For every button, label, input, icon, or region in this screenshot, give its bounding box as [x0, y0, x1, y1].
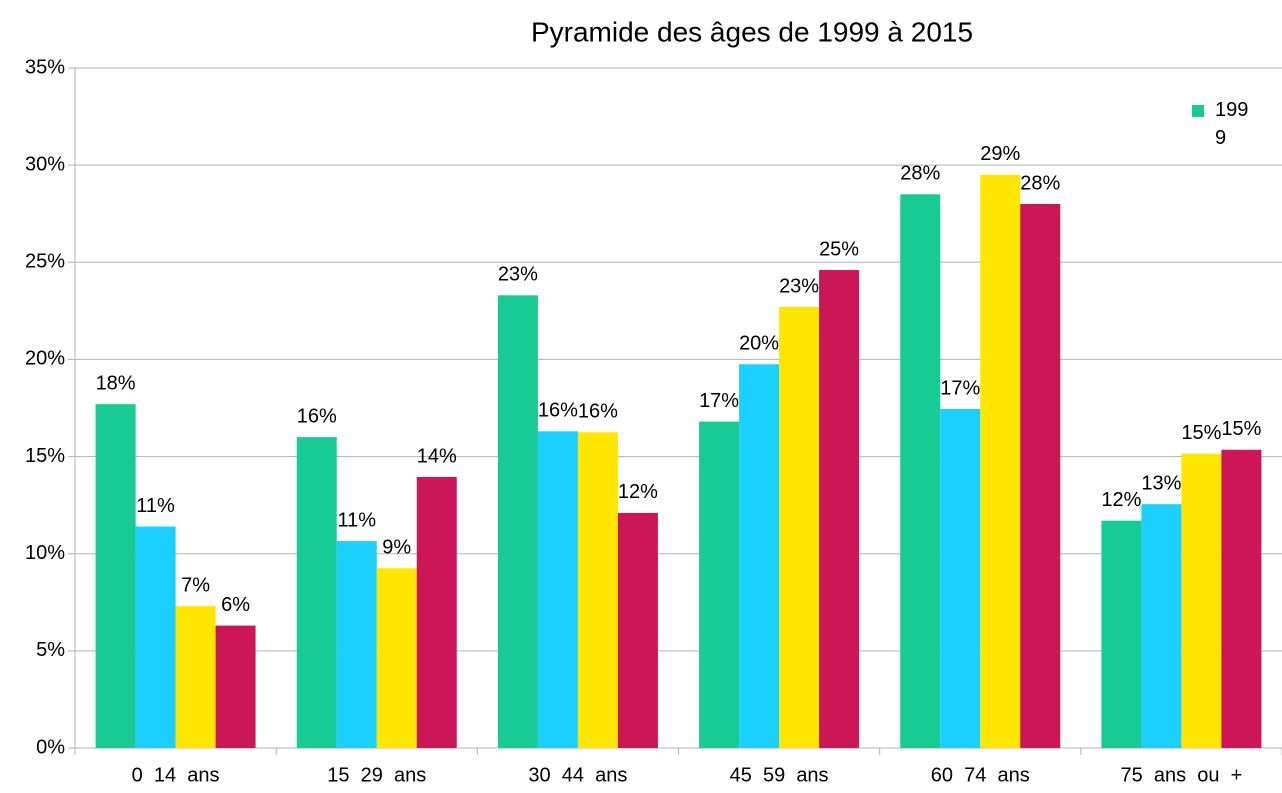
- bar: [497, 295, 538, 748]
- bar: [376, 568, 417, 748]
- bar: [577, 432, 618, 748]
- data-label: 15%: [1181, 422, 1221, 444]
- data-label: 23%: [779, 275, 819, 297]
- data-label: 15%: [1221, 418, 1261, 440]
- x-tick-label: 45 59 ans: [730, 764, 829, 786]
- y-tick-label: 0%: [36, 736, 65, 758]
- legend-swatch: [1192, 105, 1204, 117]
- bar: [1221, 449, 1262, 748]
- y-tick-label: 30%: [25, 153, 65, 175]
- bar: [940, 408, 981, 748]
- data-label: 18%: [96, 372, 136, 394]
- bar: [739, 364, 780, 748]
- bar: [819, 270, 860, 748]
- data-label: 25%: [819, 238, 859, 260]
- bar: [1020, 204, 1061, 748]
- y-tick-label: 5%: [36, 639, 65, 661]
- bar: [215, 625, 256, 748]
- legend-label: 1999: [1215, 99, 1249, 149]
- y-tick-label: 10%: [25, 542, 65, 564]
- data-label: 20%: [739, 333, 779, 355]
- data-label: 9%: [382, 537, 411, 559]
- x-tick-label: 75 ans ou +: [1121, 764, 1243, 786]
- bar: [95, 404, 136, 748]
- bar: [1181, 453, 1222, 748]
- legend-entry: 1999: [1215, 99, 1249, 149]
- bar: [336, 541, 377, 748]
- y-tick-label: 25%: [25, 251, 65, 273]
- data-label: 29%: [980, 143, 1020, 165]
- chart-title: Pyramide des âges de 1999 à 2015: [531, 16, 973, 47]
- y-tick-label: 35%: [25, 56, 65, 78]
- y-tick-label: 20%: [25, 348, 65, 370]
- data-label: 14%: [417, 445, 457, 467]
- data-label: 13%: [1141, 472, 1181, 494]
- data-label: 12%: [1101, 489, 1141, 511]
- data-label: 17%: [940, 377, 980, 399]
- data-label: 11%: [136, 495, 175, 517]
- bar: [537, 431, 578, 748]
- bar: [416, 476, 457, 748]
- data-label: 7%: [181, 574, 210, 596]
- y-tick-label: 15%: [25, 445, 65, 467]
- data-label: 16%: [297, 405, 337, 427]
- x-tick-label: 0 14 ans: [132, 764, 220, 786]
- data-label: 28%: [900, 163, 940, 185]
- x-tick-label: 60 74 ans: [931, 764, 1030, 786]
- x-tick-label: 15 29 ans: [327, 764, 426, 786]
- x-tick-label: 30 44 ans: [528, 764, 627, 786]
- data-label: 28%: [1020, 172, 1060, 194]
- bar: [900, 194, 941, 749]
- bar: [617, 512, 658, 748]
- data-label: 16%: [578, 401, 618, 423]
- data-label: 17%: [699, 390, 739, 412]
- data-label: 11%: [337, 509, 376, 531]
- data-label: 16%: [538, 400, 578, 422]
- bar: [699, 421, 740, 748]
- bar: [175, 606, 216, 748]
- bar: [1101, 520, 1142, 748]
- bar: [135, 526, 176, 748]
- bar: [1141, 504, 1182, 748]
- bar: [296, 437, 337, 748]
- data-label: 12%: [618, 481, 658, 503]
- data-label: 6%: [221, 594, 250, 616]
- bar: [980, 174, 1021, 748]
- data-label: 23%: [498, 264, 538, 286]
- bar: [779, 306, 820, 748]
